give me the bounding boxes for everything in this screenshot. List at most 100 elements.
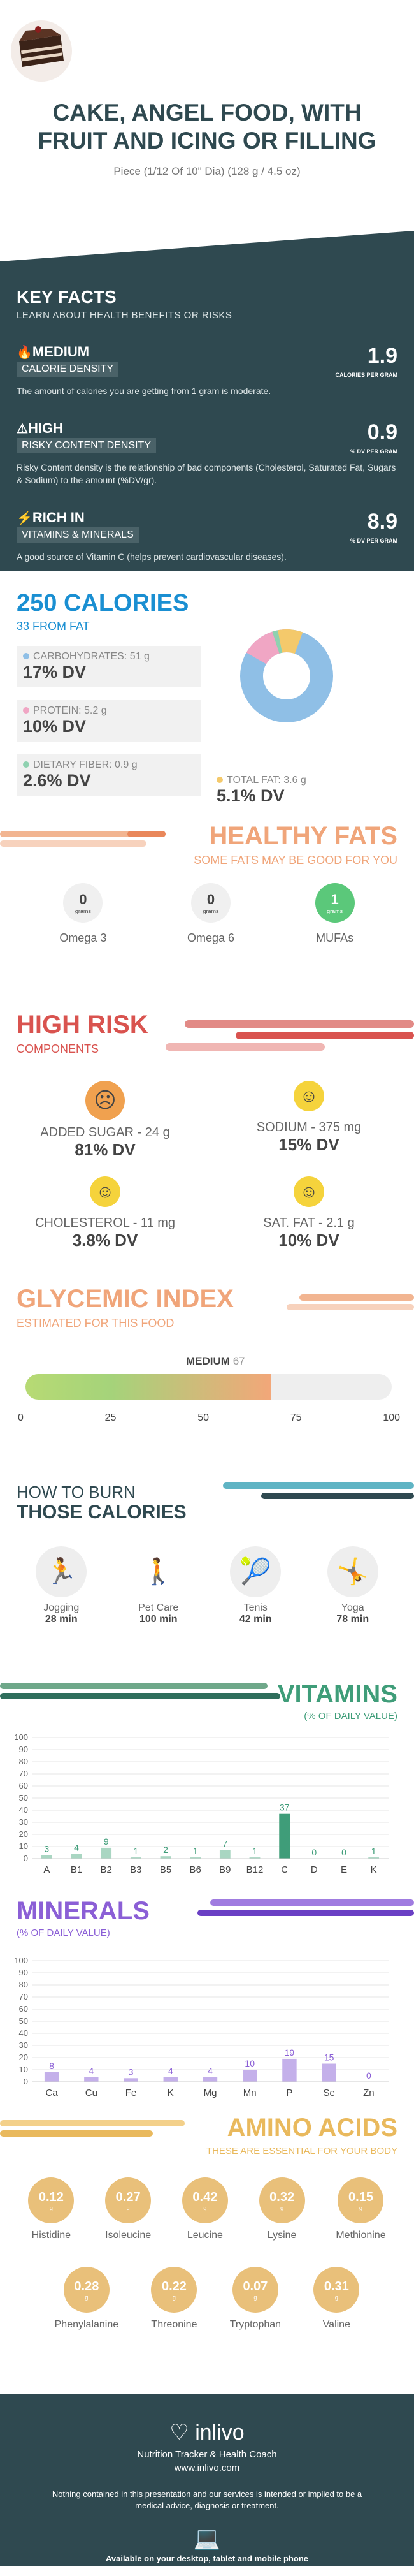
bar	[101, 1847, 112, 1859]
mufas-item: 1 grams MUFAs	[315, 883, 355, 945]
amino-item: 0.27 g Isoleucine	[105, 2177, 151, 2241]
y-tick-label: 70	[19, 1992, 28, 2002]
x-tick-label: Mg	[204, 2088, 217, 2098]
high-risk-subtitle: COMPONENTS	[17, 1043, 99, 1055]
y-tick-label: 100	[14, 1956, 28, 1965]
smile-icon: ☺	[294, 1081, 324, 1111]
x-tick-label: K	[371, 1864, 377, 1875]
bar-value-label: 7	[222, 1839, 227, 1849]
bar	[44, 2072, 59, 2082]
bar	[71, 1854, 82, 1859]
x-tick-label: D	[311, 1864, 318, 1875]
fact-unit: % DV PER GRAM	[350, 538, 397, 544]
bar	[190, 1857, 201, 1859]
fact-label: VITAMINS & MINERALS	[17, 527, 139, 543]
amino-item: 0.28 g Phenylalanine	[55, 2267, 118, 2331]
activity-jogging: 🏃 Jogging 28 min	[36, 1546, 87, 1625]
bar	[41, 1855, 52, 1859]
fact-label: RISKY CONTENT DENSITY	[17, 438, 156, 453]
page-title: CAKE, ANGEL FOOD, WITH FRUIT AND ICING O…	[38, 99, 376, 154]
calories-subtitle: 33 FROM FAT	[17, 620, 90, 633]
header: CAKE, ANGEL FOOD, WITH FRUIT AND ICING O…	[0, 0, 414, 223]
bar-value-label: 1	[371, 1846, 376, 1856]
bar-value-label: 9	[104, 1836, 109, 1847]
serving-size: Piece (1/12 Of 10" Dia) (128 g / 4.5 oz)	[113, 165, 301, 177]
fact-value: 1.9	[367, 344, 397, 368]
healthy-fats-subtitle: SOME FATS MAY BE GOOD FOR YOU	[194, 854, 397, 867]
bar-value-label: 4	[89, 2065, 94, 2075]
bar	[124, 2078, 138, 2082]
glycemic-bar	[25, 1374, 392, 1400]
risk-sodium: ☺ SODIUM - 375 mg 15% DV	[223, 1081, 395, 1155]
x-tick-label: Ca	[46, 2088, 59, 2098]
amino-item: 0.15 g Methionine	[336, 2177, 386, 2241]
healthy-fats-title: HEALTHY FATS	[209, 822, 397, 850]
bar	[249, 1857, 261, 1859]
x-tick-label: B3	[130, 1864, 141, 1875]
key-facts-section: KEY FACTS LEARN ABOUT HEALTH BENEFITS OR…	[0, 223, 414, 571]
smile-icon: ☺	[90, 1176, 120, 1207]
healthy-fats-section: HEALTHY FATS SOME FATS MAY BE GOOD FOR Y…	[0, 813, 414, 1004]
decorative-stripes	[287, 1294, 414, 1310]
amino-item: 0.31 g Valine	[313, 2267, 360, 2331]
x-tick-label: B6	[189, 1864, 201, 1875]
x-tick-label: P	[286, 2088, 292, 2098]
bar-value-label: 15	[324, 2053, 334, 2063]
activity-tennis: 🎾 Tenis 42 min	[230, 1546, 282, 1625]
y-tick-label: 0	[24, 2077, 28, 2086]
y-tick-label: 10	[19, 1841, 28, 1851]
bar-value-label: 4	[208, 2065, 213, 2075]
fact-calorie-density: 🔥MEDIUM CALORIE DENSITY 1.9 CALORIES PER G…	[17, 344, 397, 397]
bar-value-label: 10	[245, 2058, 255, 2068]
omega3-item: 0 grams Omega 3	[59, 883, 106, 945]
bar-value-label: 4	[74, 1842, 79, 1852]
glycemic-section: GLYCEMIC INDEX ESTIMATED FOR THIS FOOD M…	[0, 1278, 414, 1470]
nutrient-protein: PROTEIN: 5.2 g 10% DV	[17, 700, 201, 742]
bar-value-label: 37	[280, 1803, 290, 1813]
fact-description: The amount of calories you are getting f…	[17, 386, 271, 396]
y-tick-label: 80	[19, 1980, 28, 1989]
decorative-stripes	[0, 2120, 185, 2137]
y-tick-label: 40	[19, 1805, 28, 1815]
fact-vitamins-minerals: ⚡RICH IN VITAMINS & MINERALS 8.9 % DV PER …	[17, 509, 397, 563]
minerals-chart: 0 10 20 30 40 50 60 70 80 90 100 8 Ca 4 Cu 3 Fe 4 K 4 Mg 10 Mn…	[14, 1956, 389, 2098]
x-tick-label: Zn	[363, 2088, 375, 2098]
cake-icon	[11, 20, 72, 82]
y-tick-label: 20	[19, 1829, 28, 1839]
bar-value-label: 19	[285, 2047, 295, 2058]
decorative-stripes	[166, 1020, 414, 1051]
disclaimer: Nothing contained in this presentation a…	[52, 2489, 362, 2510]
website-link[interactable]: www.inlivo.com	[174, 2463, 240, 2473]
calories-title: 250 CALORIES	[17, 590, 189, 617]
amino-row-1: 0.12 g Histidine 0.27 g Isoleucine 0.42 g Leuc…	[0, 2177, 414, 2241]
fact-description: A good source of Vitamin C (helps preven…	[17, 552, 287, 562]
x-tick-label: C	[281, 1864, 288, 1875]
amino-subtitle: THESE ARE ESSENTIAL FOR YOUR BODY	[206, 2146, 397, 2156]
flame-icon: 🔥	[17, 346, 32, 360]
bar-value-label: 0	[341, 1847, 346, 1857]
y-tick-label: 20	[19, 2053, 28, 2062]
decorative-stripes	[197, 1899, 414, 1916]
bar	[282, 2058, 297, 2082]
y-tick-label: 40	[19, 2028, 28, 2038]
fact-unit: CALORIES PER GRAM	[335, 372, 397, 378]
amino-row-2: 0.28 g Phenylalanine 0.22 g Threonine 0.07 g T…	[0, 2267, 414, 2331]
y-tick-label: 30	[19, 1817, 28, 1827]
glycemic-title: GLYCEMIC INDEX	[17, 1285, 234, 1313]
y-tick-label: 60	[19, 2004, 28, 2014]
bar-value-label: 4	[168, 2065, 173, 2075]
amino-item: 0.32 g Lysine	[259, 2177, 305, 2241]
bar	[368, 1857, 380, 1859]
y-tick-label: 60	[19, 1781, 28, 1790]
vitamins-section: VITAMINS (% OF DAILY VALUE) 0 10 20 30 40 50 6…	[0, 1674, 414, 1891]
calories-section: 250 CALORIES 33 FROM FAT CARBOHYDRATES: …	[0, 571, 414, 813]
devices-icon: 💻	[193, 2526, 221, 2550]
footer: ♡ inlivo Nutrition Tracker & Health Coac…	[0, 2394, 414, 2566]
bar-value-label: 1	[252, 1846, 257, 1856]
bar-value-label: 1	[193, 1846, 198, 1856]
y-tick-label: 90	[19, 1968, 28, 1977]
fact-risky-density: ⚠HIGH RISKY CONTENT DENSITY 0.9 % DV PER G…	[17, 420, 397, 487]
bar-value-label: 0	[366, 2070, 371, 2081]
amino-item: 0.22 g Threonine	[151, 2267, 197, 2331]
x-tick-label: Mn	[243, 2088, 257, 2098]
